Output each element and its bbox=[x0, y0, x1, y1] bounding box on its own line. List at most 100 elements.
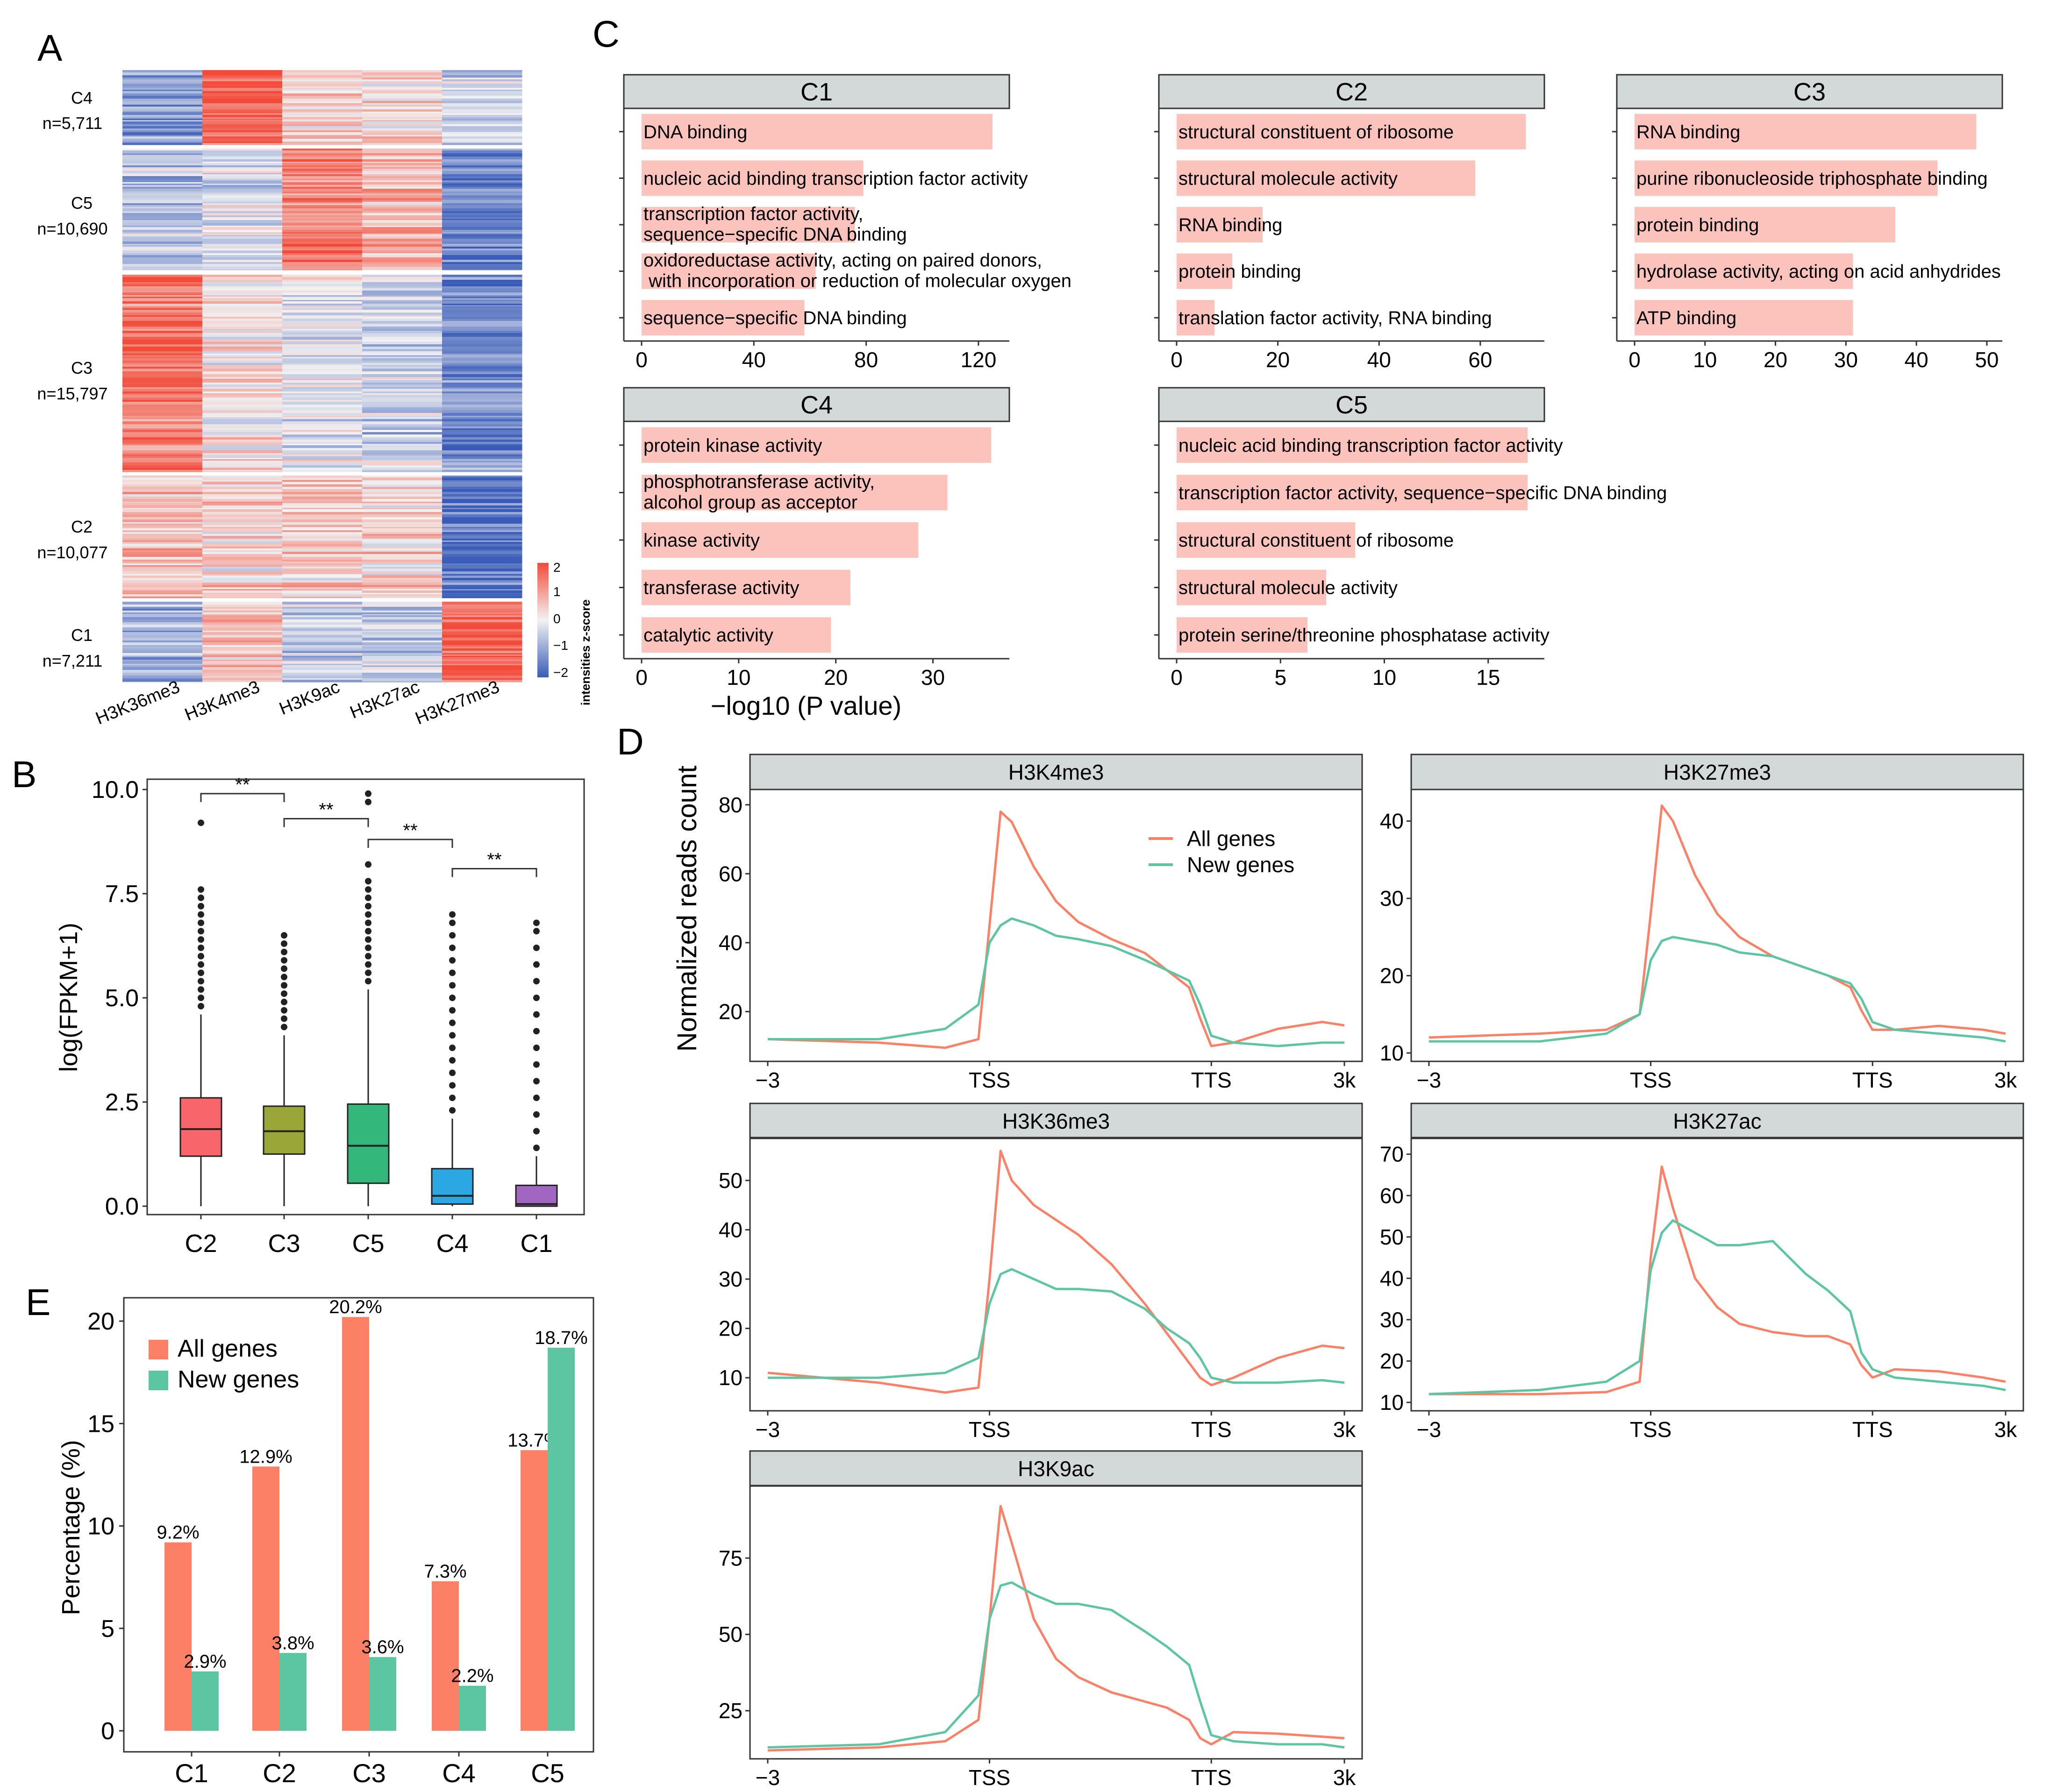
heatmap-cell bbox=[442, 70, 522, 73]
heatmap-cell bbox=[122, 502, 203, 504]
x-tick-label: 40 bbox=[1367, 348, 1391, 372]
heatmap-cell bbox=[442, 400, 522, 402]
heatmap-cell bbox=[122, 492, 203, 495]
heatmap-cluster-n: n=15,797 bbox=[37, 384, 107, 403]
heatmap-cell bbox=[202, 367, 283, 369]
heatmap-cell bbox=[282, 176, 363, 179]
bar-data-label: 20.2% bbox=[329, 1297, 382, 1317]
heatmap-cell bbox=[362, 337, 443, 340]
heatmap-cell bbox=[202, 239, 283, 242]
heatmap-cell bbox=[282, 632, 363, 635]
heatmap-cell bbox=[122, 604, 203, 607]
heatmap-cell bbox=[282, 81, 363, 84]
x-tick-label: 3k bbox=[1333, 1765, 1357, 1790]
heatmap-cell bbox=[442, 430, 522, 433]
bar-data-label: 9.2% bbox=[157, 1522, 199, 1543]
heatmap-cell bbox=[202, 383, 283, 385]
heatmap-cell bbox=[442, 594, 522, 597]
box-outlier bbox=[449, 957, 456, 964]
x-tick-label: 3k bbox=[1333, 1417, 1357, 1442]
heatmap-cell bbox=[202, 297, 283, 299]
heatmap-cell bbox=[442, 499, 522, 502]
heatmap-cell bbox=[362, 291, 443, 293]
heatmap-cell bbox=[122, 96, 203, 99]
heatmap-cell bbox=[442, 522, 522, 524]
heatmap-cell bbox=[202, 459, 283, 461]
heatmap-cell bbox=[202, 625, 283, 628]
box-outlier bbox=[365, 969, 371, 976]
box-outlier bbox=[198, 978, 204, 985]
heatmap-cell bbox=[442, 109, 522, 112]
heatmap-cell bbox=[202, 136, 283, 139]
heatmap-cell bbox=[282, 300, 363, 302]
heatmap-cell bbox=[122, 165, 203, 168]
heatmap-cell bbox=[202, 484, 283, 487]
heatmap-cell bbox=[442, 165, 522, 168]
heatmap-cell bbox=[442, 508, 522, 510]
heatmap-cell bbox=[362, 340, 443, 342]
heatmap-cell bbox=[282, 676, 363, 679]
heatmap-cell bbox=[282, 321, 363, 324]
heatmap-cell bbox=[282, 284, 363, 287]
heatmap-cell bbox=[202, 393, 283, 395]
heatmap-cell bbox=[282, 331, 363, 334]
heatmap-cell bbox=[442, 625, 522, 628]
heatmap-cell bbox=[202, 629, 283, 631]
heatmap-cell bbox=[202, 334, 283, 337]
heatmap-cell bbox=[122, 153, 203, 156]
heatmap-cell bbox=[442, 377, 522, 379]
heatmap-cell bbox=[282, 499, 363, 502]
heatmap-cell bbox=[122, 519, 203, 523]
heatmap-cell bbox=[362, 648, 443, 651]
heatmap-cell bbox=[442, 185, 522, 187]
heatmap-cell bbox=[122, 86, 203, 88]
heatmap-cell bbox=[122, 458, 203, 460]
heatmap-cell bbox=[362, 298, 443, 300]
heatmap-cell bbox=[202, 327, 283, 329]
heatmap-cell bbox=[362, 380, 443, 383]
heatmap-cell bbox=[362, 638, 443, 641]
heatmap-cell bbox=[442, 315, 522, 317]
new-genes-bar bbox=[459, 1685, 486, 1731]
heatmap-cell bbox=[362, 361, 443, 363]
heatmap-cell bbox=[122, 239, 203, 242]
heatmap-cell bbox=[282, 456, 363, 458]
heatmap-cell bbox=[442, 552, 522, 555]
heatmap-cell bbox=[202, 617, 283, 620]
heatmap-cell bbox=[202, 142, 283, 143]
heatmap-cell bbox=[362, 308, 443, 310]
heatmap-cell bbox=[442, 580, 522, 583]
go-term-bar bbox=[1635, 253, 1853, 289]
heatmap-cell bbox=[442, 615, 522, 618]
heatmap-cell bbox=[202, 249, 283, 251]
heatmap-cell bbox=[362, 448, 443, 451]
heatmap-cell bbox=[202, 569, 283, 572]
heatmap-cell bbox=[282, 324, 363, 327]
heatmap-cell bbox=[282, 465, 363, 468]
heatmap-cell bbox=[202, 632, 283, 635]
heatmap-cell bbox=[202, 665, 283, 668]
heatmap-cell bbox=[442, 297, 522, 299]
legend-swatch bbox=[149, 1371, 168, 1390]
significance-bracket bbox=[451, 868, 537, 877]
heatmap-cell bbox=[362, 96, 443, 99]
go-term-bar bbox=[1177, 475, 1528, 511]
heatmap-cell bbox=[362, 365, 443, 367]
heatmap-cell bbox=[202, 661, 283, 664]
heatmap-cell bbox=[282, 329, 363, 331]
x-tick-label: TSS bbox=[969, 1068, 1010, 1092]
box-outlier bbox=[533, 995, 540, 1001]
heatmap-cell bbox=[282, 99, 363, 101]
heatmap-cell bbox=[202, 424, 283, 427]
facet-title: H3K9ac bbox=[1018, 1457, 1094, 1481]
heatmap-cell bbox=[122, 107, 203, 110]
heatmap-cell bbox=[362, 347, 443, 349]
heatmap-cell bbox=[202, 612, 283, 614]
heatmap-cell bbox=[442, 247, 522, 249]
heatmap-cell bbox=[122, 597, 203, 598]
heatmap-cell bbox=[362, 583, 443, 585]
heatmap-cell bbox=[362, 262, 443, 264]
heatmap-cell bbox=[442, 597, 522, 598]
heatmap-cell bbox=[122, 542, 203, 544]
